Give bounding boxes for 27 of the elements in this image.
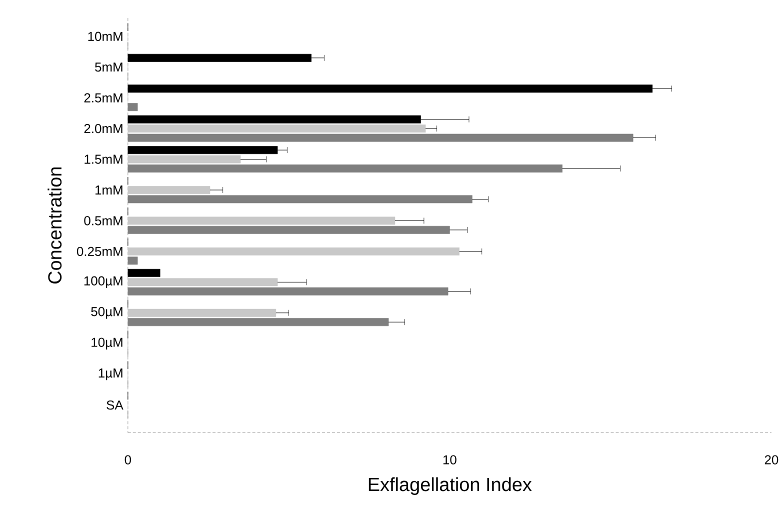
bar [128, 186, 210, 194]
x-tick-label: 0 [124, 455, 132, 465]
y-tick-label: 10µM [92, 338, 122, 350]
bar [128, 278, 278, 286]
y-tick-label: 10mM [88, 32, 122, 42]
y-tick-label: 0.5mM [84, 216, 122, 226]
bar [128, 256, 138, 265]
y-axis-title: Concentration [48, 168, 62, 284]
x-tick-label: 20 [764, 455, 778, 465]
y-tick-label: SA [106, 400, 124, 410]
y-tick-label: 5mM [95, 62, 122, 72]
y-tick-label: 2.5mM [84, 93, 122, 103]
y-tick-label: 1µM [98, 368, 122, 380]
bar [128, 269, 160, 278]
y-tick-label: 50µM [91, 307, 122, 319]
bar [128, 309, 276, 318]
y-tick-label: 0.25mM [76, 247, 122, 256]
bar [128, 248, 460, 256]
y-tick-label: 1mM [95, 186, 122, 195]
bar [128, 124, 426, 133]
x-axis-title: Exflagellation Index [368, 477, 532, 496]
bar [128, 216, 396, 225]
y-tick-label: 1.5mM [84, 154, 122, 164]
x-tick-label: 10 [443, 455, 456, 465]
y-tick-label: 2.0mM [84, 124, 122, 134]
y-tick-label: 100µM [84, 276, 122, 288]
bar [128, 155, 241, 164]
